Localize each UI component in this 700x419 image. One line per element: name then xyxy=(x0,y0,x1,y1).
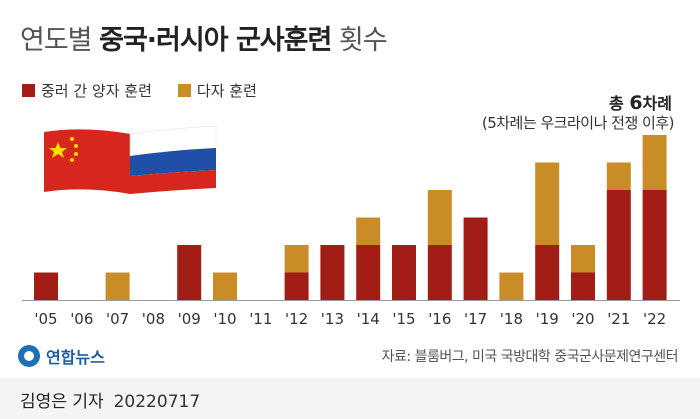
x-tick-label: '07 xyxy=(106,310,129,328)
x-tick-label: '08 xyxy=(142,310,165,328)
bar-multilateral-13 xyxy=(499,272,524,300)
legend-label-bilateral: 중러 간 양자 훈련 xyxy=(41,82,152,100)
footer-bar xyxy=(0,378,700,419)
bar-bilateral-9 xyxy=(356,245,381,300)
x-tick-label: '15 xyxy=(392,310,415,328)
x-tick-label: '18 xyxy=(500,310,523,328)
bar-bilateral-15 xyxy=(571,272,595,300)
total-value: 6 xyxy=(629,92,643,114)
bar-bilateral-16 xyxy=(606,190,631,300)
bar-multilateral-11 xyxy=(427,190,452,245)
x-tick-label: '09 xyxy=(178,310,201,328)
yonhap-logo-icon xyxy=(18,345,40,367)
logo: 연합뉴스 xyxy=(18,344,105,368)
bar-bilateral-7 xyxy=(284,272,309,300)
byline-date: 20220717 xyxy=(113,392,201,412)
title-prefix: 연도별 xyxy=(20,25,100,56)
x-tick-label: '10 xyxy=(213,310,236,328)
total-annotation: 총 6차례 xyxy=(609,90,672,114)
x-tick-label: '12 xyxy=(285,310,308,328)
bar-bilateral-10 xyxy=(392,245,416,300)
legend-swatch-bilateral xyxy=(22,84,35,97)
china-flag-icon xyxy=(44,129,130,194)
x-tick-label: '05 xyxy=(34,310,57,328)
bar-multilateral-14 xyxy=(535,162,560,245)
bar-multilateral-5 xyxy=(213,272,237,300)
title-bold: 중국·러시아 군사훈련 xyxy=(99,25,332,56)
x-tick-label: '20 xyxy=(571,310,594,328)
chart-title: 연도별 중국·러시아 군사훈련 횟수 xyxy=(20,18,388,57)
bar-bilateral-14 xyxy=(535,245,560,300)
title-suffix: 횟수 xyxy=(331,25,388,56)
bar-chart: '05 '06 '07 '08 '09 '10 '11 '12 '13 '14 '15 '16 '17 '… xyxy=(22,135,680,328)
flags-illustration xyxy=(44,126,217,194)
source-note: 자료: 블룸버그, 미국 국방대학 중국군사문제연구센터 xyxy=(381,349,679,365)
bar-bilateral-4 xyxy=(177,245,202,300)
legend: 중러 간 양자 훈련 다자 훈련 xyxy=(22,80,257,101)
logo-text: 연합뉴스 xyxy=(46,348,105,367)
x-tick-label: '19 xyxy=(536,310,559,328)
bar-multilateral-15 xyxy=(571,245,595,273)
bar-bilateral-11 xyxy=(427,245,452,300)
bar-multilateral-9 xyxy=(356,217,381,245)
bar-bilateral-12 xyxy=(463,217,488,300)
x-tick-label: '21 xyxy=(607,310,630,328)
bar-bilateral-0 xyxy=(34,272,58,300)
total-suffix: 차례 xyxy=(642,94,672,113)
bar-bilateral-17 xyxy=(642,190,667,300)
reporter-name: 김영은 기자 xyxy=(20,392,104,412)
bar-multilateral-16 xyxy=(606,162,631,190)
x-tick-label: '06 xyxy=(70,310,93,328)
bar-multilateral-7 xyxy=(284,245,309,273)
bar-bilateral-8 xyxy=(320,245,345,300)
bar-multilateral-2 xyxy=(105,272,130,300)
x-tick-label: '22 xyxy=(643,310,666,328)
legend-swatch-multilateral xyxy=(177,84,191,97)
annotation-note: (5차례는 우크라이나 전쟁 이후) xyxy=(481,114,675,132)
x-tick-label: '14 xyxy=(357,310,380,328)
x-tick-label: '16 xyxy=(428,310,451,328)
byline: 김영은 기자 20220717 xyxy=(20,387,200,412)
legend-label-multilateral: 다자 훈련 xyxy=(196,82,257,100)
bar-multilateral-17 xyxy=(642,135,667,190)
x-tick-label: '17 xyxy=(464,310,487,328)
total-prefix: 총 xyxy=(609,94,630,113)
russia-flag-icon xyxy=(129,126,217,194)
x-tick-label: '11 xyxy=(249,310,272,328)
x-tick-label: '13 xyxy=(321,310,344,328)
